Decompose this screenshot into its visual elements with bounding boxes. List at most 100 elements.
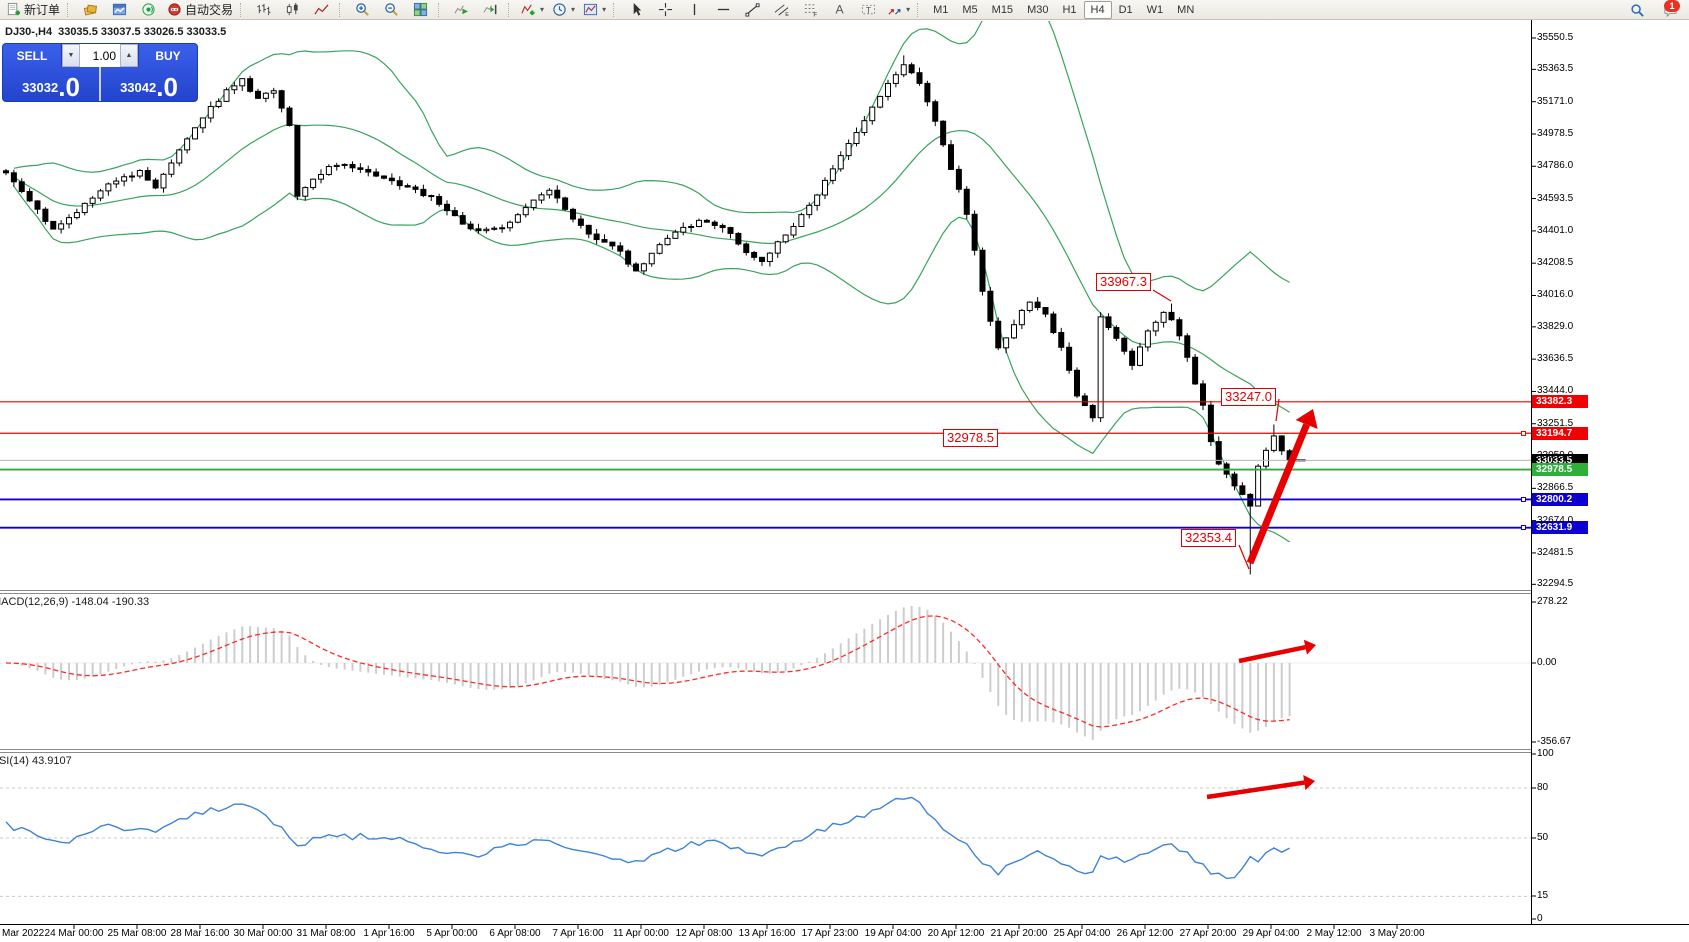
price-callout-label[interactable]: 32353.4 [1181,529,1236,547]
time-axis-label: 12 Apr 08:00 [675,928,733,939]
symbol-period-label: DJ30-,H4 [5,26,53,38]
trend-arrow[interactable] [1238,639,1316,664]
price-line-label: 32800.2 [1532,492,1588,506]
time-axis-label: 5 Apr 00:00 [426,928,478,939]
rsi-axis-label: 0 [1537,913,1543,924]
price-axis-label: 34016.0 [1537,289,1574,301]
price-axis-label: 34978.5 [1537,127,1574,139]
autotrading-button-label: 自动交易 [185,3,234,17]
trend-arrow[interactable] [1206,775,1315,800]
price-axis-label: 35550.5 [1537,32,1574,43]
price-callout-label[interactable]: 33967.3 [1096,273,1151,291]
timeframe-m1[interactable]: M1 [933,3,949,16]
autotrading-button[interactable]: 自动交易 [163,0,237,20]
price-axis-label: 33444.0 [1537,385,1574,397]
line-anchor-marker[interactable] [1521,430,1526,436]
buy-button[interactable]: BUY [155,48,181,63]
macd-axis-label: 0.00 [1537,657,1557,668]
timeframe-h4[interactable]: H4 [1083,0,1112,19]
macd-axis-label: -356.67 [1537,736,1571,747]
price-line-label: 32978.5 [1532,463,1588,477]
time-axis-label: 21 Apr 20:00 [990,928,1048,939]
time-axis-label: 7 Apr 16:00 [552,928,604,939]
toolbar-separator [613,2,619,17]
panel-separator[interactable] [0,749,1531,750]
price-axis-label: 35171.0 [1537,95,1574,107]
sell-button[interactable]: SELL [16,48,48,63]
price-axis-label: 32866.5 [1537,482,1574,494]
rsi-axis-label: 50 [1537,832,1549,843]
buy-price-int: 33042 [120,80,157,95]
macd-layer [0,606,1531,740]
main-toolbar: 新订单 自动交易 ▾ ▾ ▾ ▾ M1 M5 M15 M30 H1 H4 D1 W1 MN [0,0,1689,20]
price-axis-label: 34593.5 [1537,192,1574,204]
time-axis-label: 24 Mar 00:00 [44,928,104,939]
line-anchor-marker[interactable] [1521,496,1526,502]
timeframe-m5[interactable]: M5 [962,3,978,16]
time-axis-label: 25 Apr 04:00 [1053,928,1111,939]
timeframe-d1[interactable]: D1 [1118,3,1133,16]
time-axis-label: 13 Apr 16:00 [738,928,796,939]
main-chart-layer [3,21,1306,575]
sell-price[interactable]: 33032.0 [3,67,99,101]
ohlc-values: 33035.5 33037.5 33026.5 33033.5 [58,26,227,38]
price-axis-label: 32481.5 [1537,546,1574,558]
time-axis-label: 1 Apr 16:00 [363,928,415,939]
chart-title: DJ30-,H4 33035.5 33037.5 33026.5 33033.5 [5,26,232,38]
one-click-trading-panel: SELL ▼ 1.00 ▲ BUY 33032.0 33042.0 [2,43,198,102]
sell-price-int: 33032 [22,80,59,95]
price-axis-label: 34208.5 [1537,257,1574,269]
templates-button[interactable]: ▾ [579,0,610,20]
chevron-down-icon: ▾ [602,5,607,14]
rsi-label: RSI(14) 43.9107 [0,755,72,767]
chevron-down-icon: ▾ [540,5,545,14]
macd-label: MACD(12,26,9) -148.04 -190.33 [0,596,150,608]
time-axis-label: 3 May 20:00 [1369,928,1425,939]
price-callout-label[interactable]: 32978.5 [943,429,998,447]
price-divider [99,67,101,101]
panel-separator [0,752,1531,753]
toolbar-separator [917,2,923,17]
annotations-layer[interactable] [1152,289,1318,800]
timeframe-m15[interactable]: M15 [991,3,1014,16]
buy-price-pips: .0 [156,72,178,102]
time-axis-label: 29 Apr 04:00 [1242,928,1300,939]
line-anchor-marker[interactable] [1521,525,1526,531]
price-line-label: 33382.3 [1532,395,1588,409]
price-axis-label: 35363.5 [1537,63,1574,75]
axis-ticks-layer [73,37,1536,929]
new-order-button[interactable]: 新订单 [2,0,64,20]
toolbar-separator [508,2,514,17]
timeframe-mn[interactable]: MN [1177,3,1195,16]
timeframe-m30[interactable]: M30 [1027,3,1049,16]
price-axis-label: 32674.0 [1537,514,1574,526]
price-axis-line [1531,20,1532,925]
periods-button[interactable]: ▾ [548,0,579,20]
volume-input[interactable]: 1.00 [92,48,116,63]
time-axis-label: 2 May 12:00 [1306,928,1362,939]
price-axis-label: 34786.0 [1537,160,1574,172]
volume-decrease-button[interactable]: ▼ [62,44,80,67]
time-axis-label: Mar 2022 [2,928,45,939]
indicators-button[interactable]: ▾ [517,0,548,20]
timeframe-w1[interactable]: W1 [1146,3,1164,16]
price-axis-label: 32294.5 [1537,578,1574,590]
volume-increase-button[interactable]: ▲ [120,44,138,67]
buy-price[interactable]: 33042.0 [101,67,197,101]
price-axis-label: 33636.5 [1537,353,1574,365]
toolbar-separator [339,2,345,17]
price-axis-label: 33251.5 [1537,417,1574,429]
panel-separator[interactable] [0,590,1531,591]
chevron-down-icon: ▾ [906,5,911,14]
timeframe-h1[interactable]: H1 [1062,3,1077,16]
arrows-button[interactable]: ▾ [883,0,914,20]
time-axis-label: 28 Mar 16:00 [170,928,230,939]
price-axis-label: 33829.0 [1537,320,1574,332]
price-callout-label[interactable]: 33247.0 [1221,388,1276,406]
panel-separator [0,593,1531,594]
trend-arrow[interactable] [1246,409,1318,565]
macd-axis-label: 278.22 [1537,596,1568,607]
toolbar-separator [67,2,73,17]
